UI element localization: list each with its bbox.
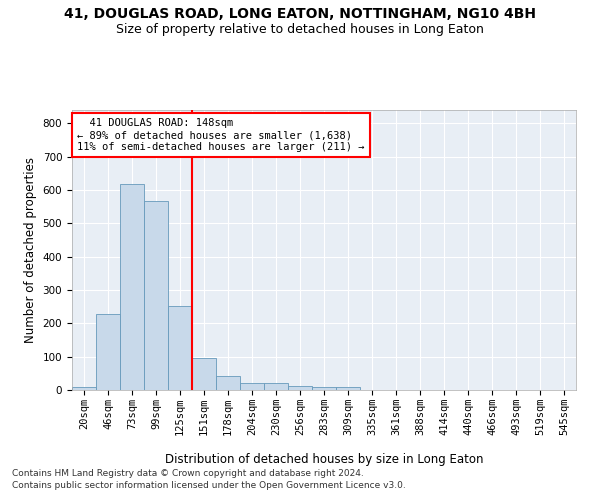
Bar [216,376,240,390]
Bar [96,314,120,390]
Text: Distribution of detached houses by size in Long Eaton: Distribution of detached houses by size … [165,452,483,466]
Text: Contains public sector information licensed under the Open Government Licence v3: Contains public sector information licen… [12,480,406,490]
Text: Contains HM Land Registry data © Crown copyright and database right 2024.: Contains HM Land Registry data © Crown c… [12,469,364,478]
Bar [168,306,192,390]
Text: 41 DOUGLAS ROAD: 148sqm
← 89% of detached houses are smaller (1,638)
11% of semi: 41 DOUGLAS ROAD: 148sqm ← 89% of detache… [77,118,365,152]
Bar [264,384,288,390]
Bar [336,388,360,390]
Text: Size of property relative to detached houses in Long Eaton: Size of property relative to detached ho… [116,22,484,36]
Bar [72,386,96,390]
Y-axis label: Number of detached properties: Number of detached properties [24,157,37,343]
Text: 41, DOUGLAS ROAD, LONG EATON, NOTTINGHAM, NG10 4BH: 41, DOUGLAS ROAD, LONG EATON, NOTTINGHAM… [64,8,536,22]
Bar [288,386,312,390]
Bar [120,184,144,390]
Bar [312,388,336,390]
Bar [240,384,264,390]
Bar [192,358,216,390]
Bar [144,200,168,390]
